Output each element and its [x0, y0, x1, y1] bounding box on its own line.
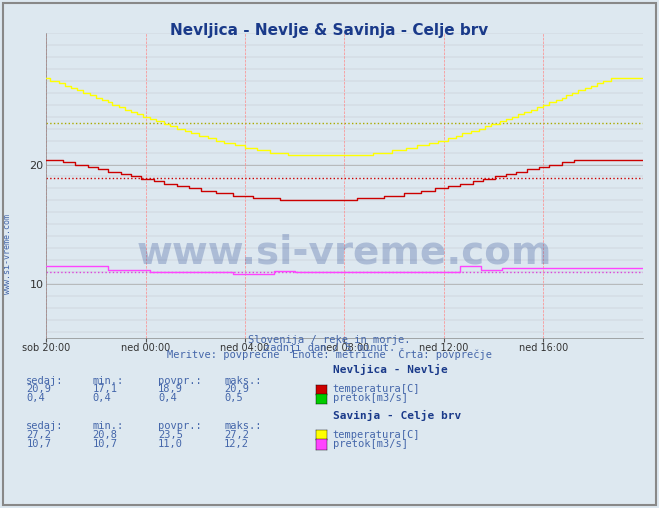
Text: sedaj:: sedaj: [26, 375, 64, 386]
Text: 20,8: 20,8 [92, 430, 117, 440]
Text: 0,4: 0,4 [26, 393, 45, 403]
Text: 0,4: 0,4 [92, 393, 111, 403]
Text: 10,7: 10,7 [92, 439, 117, 449]
Text: Slovenija / reke in morje.: Slovenija / reke in morje. [248, 335, 411, 345]
Text: temperatura[C]: temperatura[C] [333, 430, 420, 440]
Text: 17,1: 17,1 [92, 384, 117, 394]
Text: maks.:: maks.: [224, 375, 262, 386]
Text: 27,2: 27,2 [224, 430, 249, 440]
Text: min.:: min.: [92, 421, 123, 431]
Text: min.:: min.: [92, 375, 123, 386]
Text: 11,0: 11,0 [158, 439, 183, 449]
Text: www.si-vreme.com: www.si-vreme.com [136, 234, 552, 271]
Text: Nevljica - Nevlje: Nevljica - Nevlje [333, 364, 447, 375]
Text: povpr.:: povpr.: [158, 421, 202, 431]
Text: 20,9: 20,9 [26, 384, 51, 394]
Text: 18,9: 18,9 [158, 384, 183, 394]
Text: maks.:: maks.: [224, 421, 262, 431]
Text: www.si-vreme.com: www.si-vreme.com [3, 214, 13, 294]
Text: Nevljica - Nevlje & Savinja - Celje brv: Nevljica - Nevlje & Savinja - Celje brv [171, 23, 488, 38]
Text: povpr.:: povpr.: [158, 375, 202, 386]
Text: pretok[m3/s]: pretok[m3/s] [333, 439, 408, 449]
Text: sedaj:: sedaj: [26, 421, 64, 431]
Text: 23,5: 23,5 [158, 430, 183, 440]
Text: Savinja - Celje brv: Savinja - Celje brv [333, 410, 461, 421]
Text: 27,2: 27,2 [26, 430, 51, 440]
Text: zadnji dan / 5 minut.: zadnji dan / 5 minut. [264, 342, 395, 353]
Text: 10,7: 10,7 [26, 439, 51, 449]
Text: temperatura[C]: temperatura[C] [333, 384, 420, 394]
Text: 0,4: 0,4 [158, 393, 177, 403]
Text: pretok[m3/s]: pretok[m3/s] [333, 393, 408, 403]
Text: Meritve: povprečne  Enote: metrične  Črta: povprečje: Meritve: povprečne Enote: metrične Črta:… [167, 348, 492, 360]
Text: 0,5: 0,5 [224, 393, 243, 403]
Text: 12,2: 12,2 [224, 439, 249, 449]
Text: 20,9: 20,9 [224, 384, 249, 394]
